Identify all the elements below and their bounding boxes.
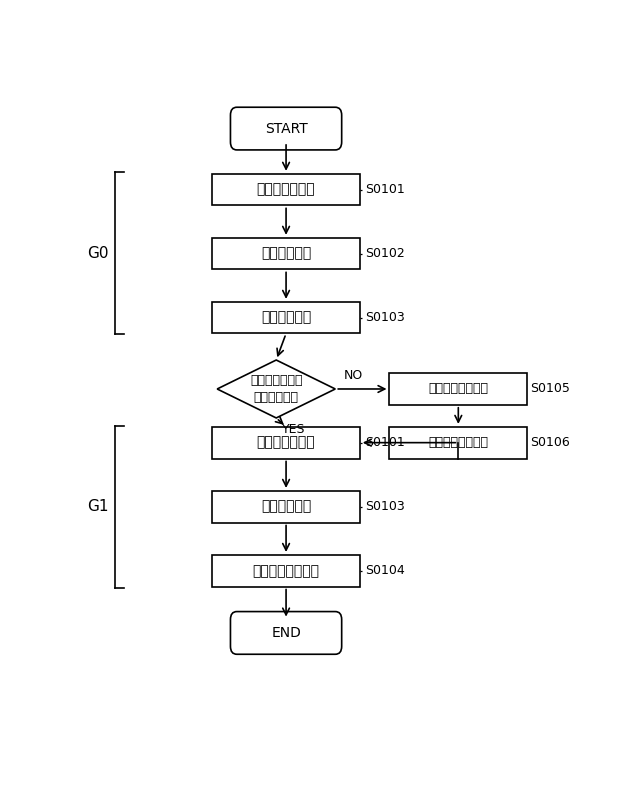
- Text: 組換え体選抜工程: 組換え体選抜工程: [253, 564, 319, 577]
- Bar: [389, 373, 527, 405]
- Bar: [212, 173, 360, 205]
- Bar: [212, 238, 360, 269]
- FancyBboxPatch shape: [231, 611, 342, 654]
- Polygon shape: [217, 360, 335, 418]
- Text: S0102: S0102: [364, 247, 404, 260]
- Text: S0103: S0103: [364, 311, 404, 324]
- Text: END: END: [271, 626, 301, 640]
- Text: 核酸導入工程: 核酸導入工程: [261, 246, 311, 261]
- Text: クローンカイコ
を作製しない: クローンカイコ を作製しない: [250, 374, 302, 404]
- FancyBboxPatch shape: [231, 107, 342, 150]
- Bar: [212, 427, 360, 459]
- Text: G1: G1: [88, 499, 109, 514]
- Text: S0101: S0101: [364, 436, 404, 449]
- Bar: [212, 491, 360, 523]
- Bar: [212, 555, 360, 587]
- Text: START: START: [265, 122, 307, 135]
- Text: S0105: S0105: [530, 383, 570, 395]
- Text: 休眠打破工程: 休眠打破工程: [261, 310, 311, 325]
- Bar: [389, 427, 527, 459]
- Text: S0101: S0101: [364, 183, 404, 196]
- Text: 単為発生誘導工程: 単為発生誘導工程: [429, 436, 488, 449]
- Text: NO: NO: [344, 368, 363, 382]
- Text: 未受精卵採取工程: 未受精卵採取工程: [429, 383, 488, 395]
- Text: S0104: S0104: [364, 564, 404, 577]
- Text: S0106: S0106: [530, 436, 570, 449]
- Text: YES: YES: [282, 423, 305, 436]
- Text: 休眠打破工程: 休眠打破工程: [261, 500, 311, 514]
- Bar: [212, 302, 360, 333]
- Text: G0: G0: [88, 246, 109, 261]
- Text: 受精卵採取工程: 受精卵採取工程: [257, 436, 316, 450]
- Text: S0103: S0103: [364, 501, 404, 513]
- Text: 受精卵採取工程: 受精卵採取工程: [257, 183, 316, 196]
